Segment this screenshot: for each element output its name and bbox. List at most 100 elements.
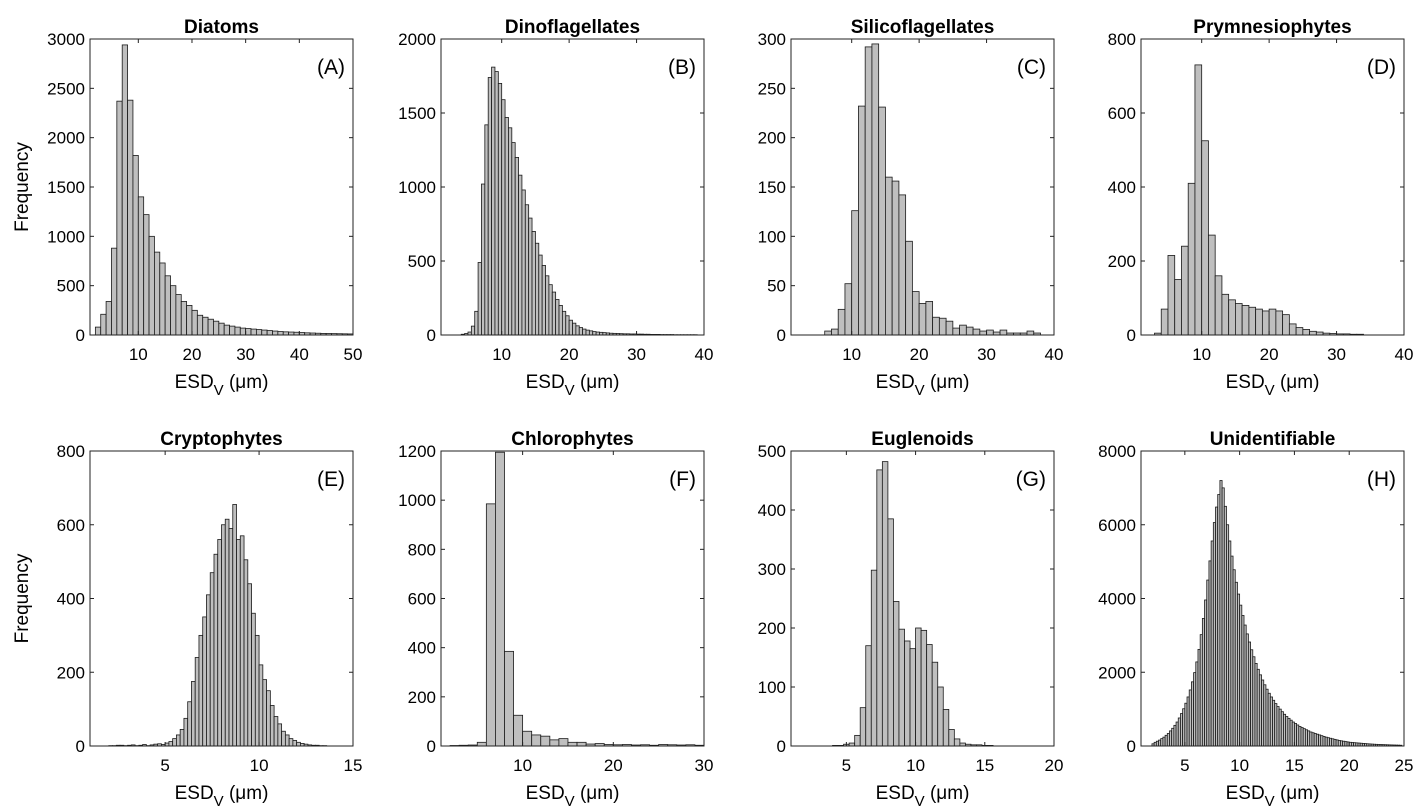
x-axis-label-main: ESD	[876, 783, 915, 804]
histogram-bar	[209, 572, 215, 747]
histogram-bar	[272, 330, 279, 336]
x-tick-label: 5	[1180, 756, 1189, 775]
histogram-bar	[541, 265, 546, 336]
y-tick-label: 200	[758, 129, 786, 148]
histogram-bar	[1026, 330, 1035, 336]
histogram-bar	[277, 723, 283, 747]
histogram-bar	[1295, 327, 1304, 336]
y-tick-label: 300	[758, 30, 786, 49]
histogram-bar	[179, 729, 185, 747]
x-tick-label: 20	[1260, 345, 1279, 364]
histogram-bar	[986, 329, 994, 336]
histogram-bar	[1261, 310, 1270, 336]
histogram-bar	[576, 741, 587, 747]
histogram-bar	[288, 738, 294, 747]
x-axis-label-subscript: V	[565, 382, 575, 399]
y-tick-label: 0	[1127, 737, 1136, 756]
panel-label: (D)	[1367, 56, 1396, 79]
histogram-bar	[979, 330, 987, 336]
histogram-bar	[148, 235, 155, 336]
panel-title: Cryptophytes	[160, 429, 282, 450]
histogram-bar	[1201, 140, 1209, 336]
x-tick-label: 10	[1230, 756, 1249, 775]
x-axis-label-subscript: V	[565, 793, 575, 809]
histogram-bar	[514, 156, 519, 336]
x-tick-label: 10	[1192, 345, 1211, 364]
panel-label: (C)	[1017, 56, 1046, 79]
y-tick-label: 400	[408, 639, 436, 658]
histogram-bar	[831, 328, 839, 336]
x-tick-label: 10	[492, 345, 511, 364]
histogram-bar	[898, 628, 905, 747]
y-tick-label: 200	[408, 688, 436, 707]
panel-euglenoids: 0 100 200 300 400 500 5 10 15 20 Euglenoids (G) ESDV…	[758, 429, 1064, 809]
x-tick-label: 30	[977, 345, 996, 364]
histogram-bar	[484, 124, 489, 336]
x-tick-label: 20	[604, 756, 623, 775]
histogram-bar	[945, 320, 954, 336]
x-axis-label: ESDV (μm)	[1226, 783, 1320, 809]
histogram-bar	[228, 528, 234, 747]
histogram-bar	[296, 741, 301, 747]
histogram-bar	[229, 325, 236, 336]
histogram-bar	[1181, 245, 1189, 336]
plot-area	[791, 39, 1054, 335]
histogram-bar	[521, 189, 526, 336]
histogram-bar	[250, 328, 257, 336]
histogram-bar	[180, 301, 188, 336]
y-tick-label: 0	[76, 737, 85, 756]
panel-title: Euglenoids	[871, 429, 973, 450]
x-axis-label-subscript: V	[915, 382, 925, 399]
histogram-bar	[105, 301, 112, 336]
y-tick-label: 3000	[47, 30, 85, 49]
y-tick-label: 0	[777, 326, 786, 345]
histogram-bar	[251, 612, 256, 747]
x-tick-label: 15	[975, 756, 994, 775]
histogram-bar	[202, 316, 209, 336]
y-tick-label: 600	[57, 516, 85, 535]
histogram-bar	[481, 183, 486, 336]
histogram-bar	[223, 324, 230, 336]
y-tick-label: 2000	[398, 30, 436, 49]
panel-silicoflagellates: 0 50 100 150 200 250 300 10 20 30 40 Silicoflagella…	[758, 17, 1064, 399]
histogram-bar	[494, 71, 499, 336]
y-tick-label: 100	[758, 678, 786, 697]
histogram-bar	[168, 741, 174, 747]
y-tick-label: 0	[76, 326, 85, 345]
y-tick-label: 400	[57, 590, 85, 609]
histogram-bar	[154, 251, 161, 336]
histogram-bar	[1235, 303, 1243, 336]
y-tick-label: 200	[1108, 252, 1136, 271]
histogram-bar	[1248, 306, 1257, 336]
histogram-bar	[213, 320, 220, 336]
x-axis-label-main: ESD	[1226, 372, 1265, 393]
panel-title: Diatoms	[184, 17, 259, 38]
histogram-bar	[175, 294, 182, 336]
y-tick-label: 600	[408, 590, 436, 609]
histogram-bar	[258, 664, 264, 747]
histogram-bar	[1167, 255, 1176, 336]
histogram-bar	[513, 714, 524, 747]
histogram-bar	[196, 314, 204, 336]
y-tick-label: 1200	[398, 442, 436, 461]
histogram-bar	[497, 83, 503, 336]
plot-area	[441, 451, 704, 746]
histogram-bar	[159, 262, 166, 336]
histogram-bar	[218, 322, 225, 336]
histogram-bar	[859, 707, 867, 747]
histogram-bar	[266, 330, 273, 336]
histogram-bar	[1208, 234, 1216, 336]
histogram-bar	[504, 650, 514, 747]
y-axis-label: Frequency	[12, 553, 33, 643]
histogram-bar	[132, 155, 139, 336]
histogram-bar	[578, 327, 584, 336]
histogram-bar	[551, 291, 557, 336]
histogram-bar	[937, 686, 944, 747]
x-axis-label: ESDV (μm)	[876, 783, 970, 809]
histogram-bar	[844, 283, 853, 336]
y-tick-label: 400	[1108, 178, 1136, 197]
histogram-bar	[172, 738, 177, 747]
histogram-bar	[531, 734, 542, 747]
x-axis-label-subscript: V	[915, 793, 925, 809]
